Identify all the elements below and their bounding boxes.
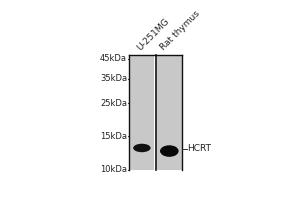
Text: U-251MG: U-251MG [135, 17, 171, 52]
Text: HCRT: HCRT [188, 144, 212, 153]
Text: Rat thymus: Rat thymus [158, 9, 202, 52]
Text: 10kDa: 10kDa [100, 165, 127, 174]
Text: 25kDa: 25kDa [100, 99, 127, 108]
Text: 15kDa: 15kDa [100, 132, 127, 141]
Ellipse shape [133, 144, 151, 152]
Bar [157, 55, 182, 170]
Text: 45kDa: 45kDa [100, 54, 127, 63]
Ellipse shape [160, 145, 178, 157]
Bar [129, 55, 155, 170]
Text: 35kDa: 35kDa [100, 74, 127, 83]
